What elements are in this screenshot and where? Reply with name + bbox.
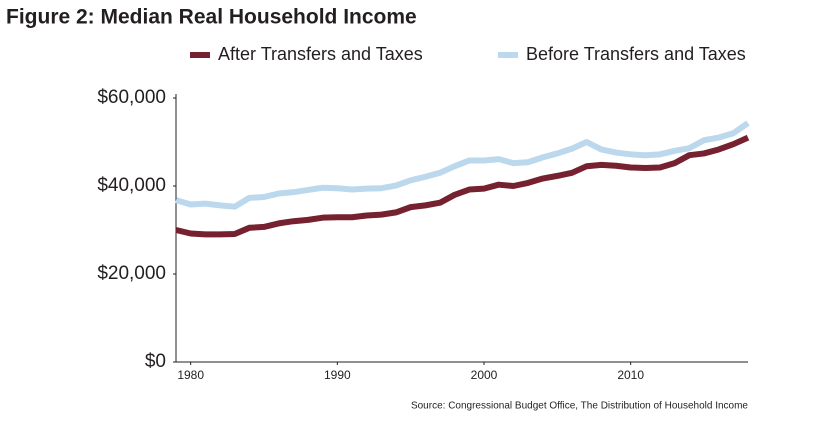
- y-tick-label: $0: [145, 351, 166, 372]
- y-tick-label: $20,000: [97, 263, 166, 284]
- x-tick-label: 1980: [177, 368, 204, 382]
- legend-label: Before Transfers and Taxes: [526, 44, 746, 64]
- series-line: [175, 120, 750, 210]
- legend-label: After Transfers and Taxes: [218, 44, 423, 64]
- x-tick-label: 1990: [324, 368, 351, 382]
- y-tick-label: $40,000: [97, 175, 166, 196]
- x-tick-label: 2010: [617, 368, 644, 382]
- x-tick-label: 2000: [471, 368, 498, 382]
- chart-title: Figure 2: Median Real Household Income: [6, 6, 417, 29]
- y-tick-label: $60,000: [97, 87, 166, 108]
- series-line: [175, 134, 750, 238]
- source: Source: Congressional Budget Office, The…: [411, 401, 748, 412]
